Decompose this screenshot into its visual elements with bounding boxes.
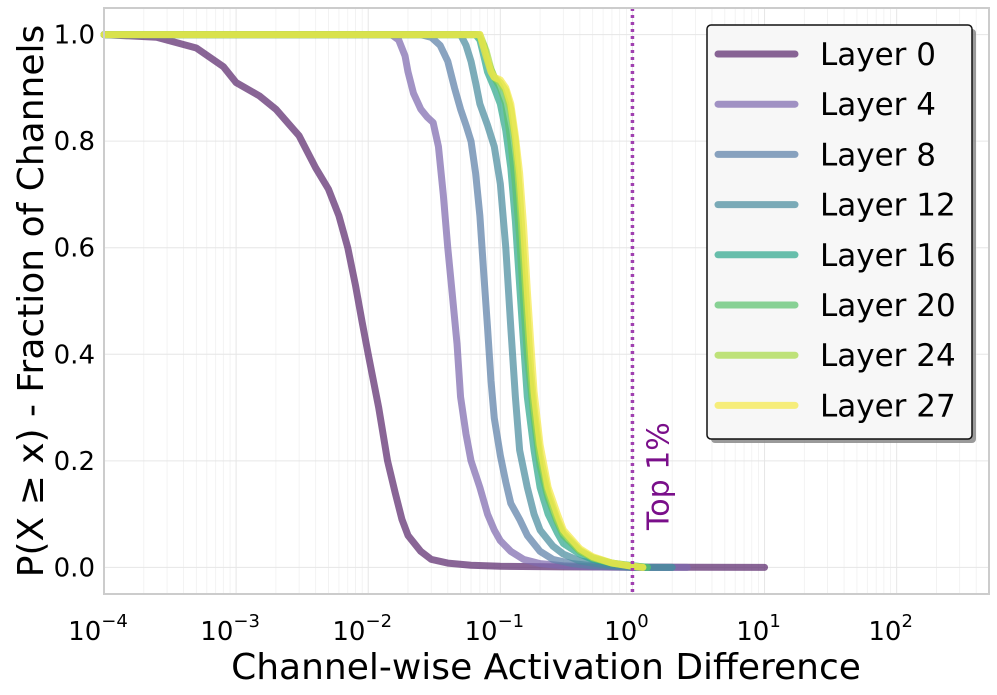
legend-label: Layer 8 <box>820 137 936 173</box>
x-tick-label: 10−3 <box>200 611 260 647</box>
series-line-layer-20 <box>100 31 651 571</box>
x-tick-exponent: 1 <box>769 611 780 632</box>
x-tick-base: 10 <box>604 617 637 647</box>
legend-label: Layer 12 <box>820 188 956 224</box>
legend-label: Layer 24 <box>820 338 956 374</box>
x-tick-exponent: −4 <box>101 611 128 632</box>
grid <box>103 8 990 594</box>
x-tick-exponent: 0 <box>637 611 648 632</box>
y-tick-label: 0.4 <box>54 340 95 370</box>
series-line-layer-16 <box>100 31 651 571</box>
legend-box <box>706 24 973 440</box>
top-1-percent-marker: Top 1% <box>630 8 676 594</box>
y-tick-label: 0.0 <box>54 553 95 583</box>
x-tick-base: 10 <box>68 617 101 647</box>
legend-label: Layer 0 <box>820 37 936 73</box>
y-tick-label: 0.2 <box>54 447 95 477</box>
x-tick-label: 102 <box>868 611 913 647</box>
series-line-layer-12 <box>100 31 676 571</box>
series-curves <box>100 31 769 571</box>
x-tick-label: 10−2 <box>332 611 392 647</box>
x-tick-exponent: 2 <box>901 611 912 632</box>
x-tick-label: 101 <box>736 611 781 647</box>
series-line-layer-8 <box>100 31 676 571</box>
series-line-layer-0 <box>100 31 769 571</box>
x-axis-title: Channel-wise Activation Difference <box>231 647 861 688</box>
legend-label: Layer 4 <box>820 87 936 123</box>
x-tick-base: 10 <box>200 617 233 647</box>
x-tick-base: 10 <box>868 617 901 647</box>
x-axis-ticks: 10−4 10−3 10−2 10−1 100 101 102 <box>68 611 913 647</box>
legend-label: Layer 20 <box>820 288 956 324</box>
legend-label: Layer 27 <box>820 388 956 424</box>
x-tick-label: 100 <box>604 611 649 647</box>
y-axis-ticks: 0.0 0.2 0.4 0.6 0.8 1.0 <box>54 21 95 584</box>
x-tick-label: 10−1 <box>465 611 525 647</box>
x-tick-exponent: −1 <box>498 611 525 632</box>
legend-label: Layer 16 <box>820 238 956 274</box>
x-tick-base: 10 <box>332 617 365 647</box>
series-line-layer-24 <box>100 31 647 571</box>
legend: Layer 0 Layer 4 Layer 8 Layer 12 Layer 16 Lay… <box>706 24 976 443</box>
y-tick-label: 0.6 <box>54 234 95 264</box>
x-tick-base: 10 <box>465 617 498 647</box>
y-tick-label: 1.0 <box>54 21 95 51</box>
y-axis-title: P(X ≥ x) - Fraction of Channels <box>11 25 52 578</box>
plot-frame <box>103 7 990 595</box>
x-tick-exponent: −3 <box>233 611 260 632</box>
series-line-layer-27 <box>100 31 647 571</box>
x-tick-exponent: −2 <box>365 611 392 632</box>
series-line-layer-4 <box>100 31 691 571</box>
x-tick-base: 10 <box>736 617 769 647</box>
x-tick-label: 10−4 <box>68 611 128 647</box>
top-1-percent-label: Top 1% <box>641 422 676 531</box>
y-tick-label: 0.8 <box>54 127 95 157</box>
